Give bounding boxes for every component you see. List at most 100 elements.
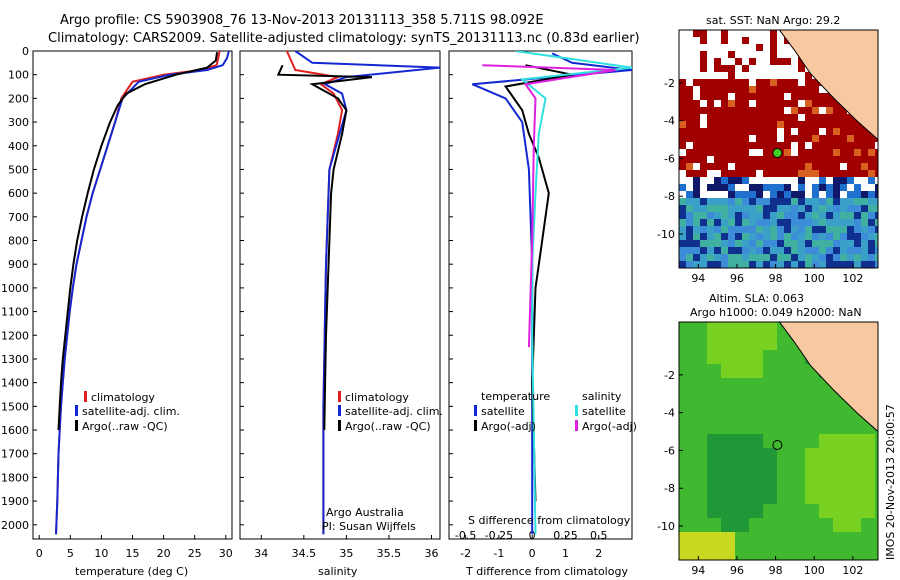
- sst-cell: [707, 233, 714, 240]
- sla-cell: [763, 392, 777, 406]
- sst-cell: [819, 135, 826, 142]
- sst-cell: [700, 261, 707, 268]
- sst-cell: [812, 184, 819, 191]
- sst-cell: [714, 51, 721, 58]
- sst-cell: [798, 142, 805, 149]
- sla-cell: [735, 350, 749, 364]
- sst-cell: [798, 114, 805, 121]
- sst-cell: [756, 170, 763, 177]
- x-tick-label: 30: [219, 547, 233, 560]
- sst-cell: [784, 51, 791, 58]
- sst-cell: [721, 254, 728, 261]
- sla-cell: [777, 462, 791, 476]
- sst-cell: [749, 149, 756, 156]
- sst-cell: [735, 149, 742, 156]
- sla-cell: [805, 406, 819, 420]
- sst-cell: [749, 226, 756, 233]
- sst-cell: [784, 149, 791, 156]
- sst-cell: [728, 149, 735, 156]
- sst-cell: [833, 121, 840, 128]
- sla-cell: [791, 462, 805, 476]
- sst-cell: [728, 51, 735, 58]
- sst-cell: [700, 177, 707, 184]
- sla-cell: [721, 546, 735, 560]
- sst-cell: [700, 184, 707, 191]
- sla-cell: [777, 490, 791, 504]
- sst-cell: [791, 121, 798, 128]
- sst-cell: [756, 58, 763, 65]
- sst-cell: [728, 233, 735, 240]
- sla-cell: [735, 532, 749, 546]
- sst-cell: [714, 240, 721, 247]
- sst-cell: [714, 107, 721, 114]
- sst-cell: [819, 114, 826, 121]
- sst-cell: [770, 156, 777, 163]
- sla-cell: [749, 434, 763, 448]
- sst-cell: [693, 240, 700, 247]
- sst-cell: [784, 44, 791, 51]
- sst-cell: [763, 65, 770, 72]
- sst-cell: [868, 212, 875, 219]
- sst-cell: [763, 212, 770, 219]
- sst-cell: [686, 240, 693, 247]
- sst-cell: [700, 121, 707, 128]
- sst-cell: [763, 177, 770, 184]
- sst-cell: [875, 240, 878, 247]
- sla-cell: [791, 448, 805, 462]
- sla-cell: [819, 406, 833, 420]
- sla-cell: [721, 434, 735, 448]
- sst-cell: [756, 51, 763, 58]
- sst-cell: [686, 79, 693, 86]
- sst-cell: [875, 184, 878, 191]
- sst-cell: [791, 135, 798, 142]
- sst-cell: [763, 233, 770, 240]
- sst-cell: [805, 79, 812, 86]
- sst-cell: [840, 121, 847, 128]
- sst-map-ticks: 94 96 98 100 102 -2 -4 -6 -8 -10: [657, 77, 863, 285]
- sst-cell: [721, 247, 728, 254]
- sst-cell: [686, 128, 693, 135]
- sst-cell: [784, 247, 791, 254]
- sla-cell: [791, 546, 805, 560]
- sst-cell: [777, 44, 784, 51]
- sla-cell: [861, 504, 875, 518]
- sla-cell: [707, 504, 721, 518]
- sst-cell: [784, 65, 791, 72]
- sst-cell: [686, 37, 693, 44]
- sst-cell: [791, 65, 798, 72]
- difference-x-ticks: -2 -1 0 1 2: [460, 535, 602, 560]
- sla-map-title-line1: Altim. SLA: 0.063: [709, 292, 804, 305]
- map-x-tick-label: 96: [730, 272, 744, 285]
- sst-cell: [791, 177, 798, 184]
- sst-cell: [700, 30, 707, 37]
- sst-cell: [735, 142, 742, 149]
- sst-cell: [742, 149, 749, 156]
- sst-cell: [868, 184, 875, 191]
- sst-cell: [735, 100, 742, 107]
- sla-cell: [707, 378, 721, 392]
- sst-cell: [854, 170, 861, 177]
- y-tick-label: 1600: [1, 424, 29, 437]
- sst-cell: [777, 107, 784, 114]
- sst-cell: [721, 135, 728, 142]
- sst-cell: [714, 247, 721, 254]
- sst-cell: [812, 163, 819, 170]
- sst-cell: [686, 100, 693, 107]
- sst-cell: [868, 142, 875, 149]
- sst-cell: [728, 128, 735, 135]
- sst-cell: [861, 212, 868, 219]
- sla-cell: [819, 434, 833, 448]
- sst-cell: [721, 163, 728, 170]
- sst-cell: [679, 107, 686, 114]
- figure-title-line1: Argo profile: CS 5903908_76 13-Nov-2013 …: [60, 13, 544, 28]
- sla-cell: [707, 532, 721, 546]
- sst-cell: [721, 142, 728, 149]
- sst-cell: [812, 205, 819, 212]
- sst-cell: [791, 163, 798, 170]
- sla-cell: [763, 448, 777, 462]
- sst-cell: [735, 86, 742, 93]
- sst-cell: [749, 114, 756, 121]
- sst-cell: [700, 51, 707, 58]
- sla-cell: [707, 434, 721, 448]
